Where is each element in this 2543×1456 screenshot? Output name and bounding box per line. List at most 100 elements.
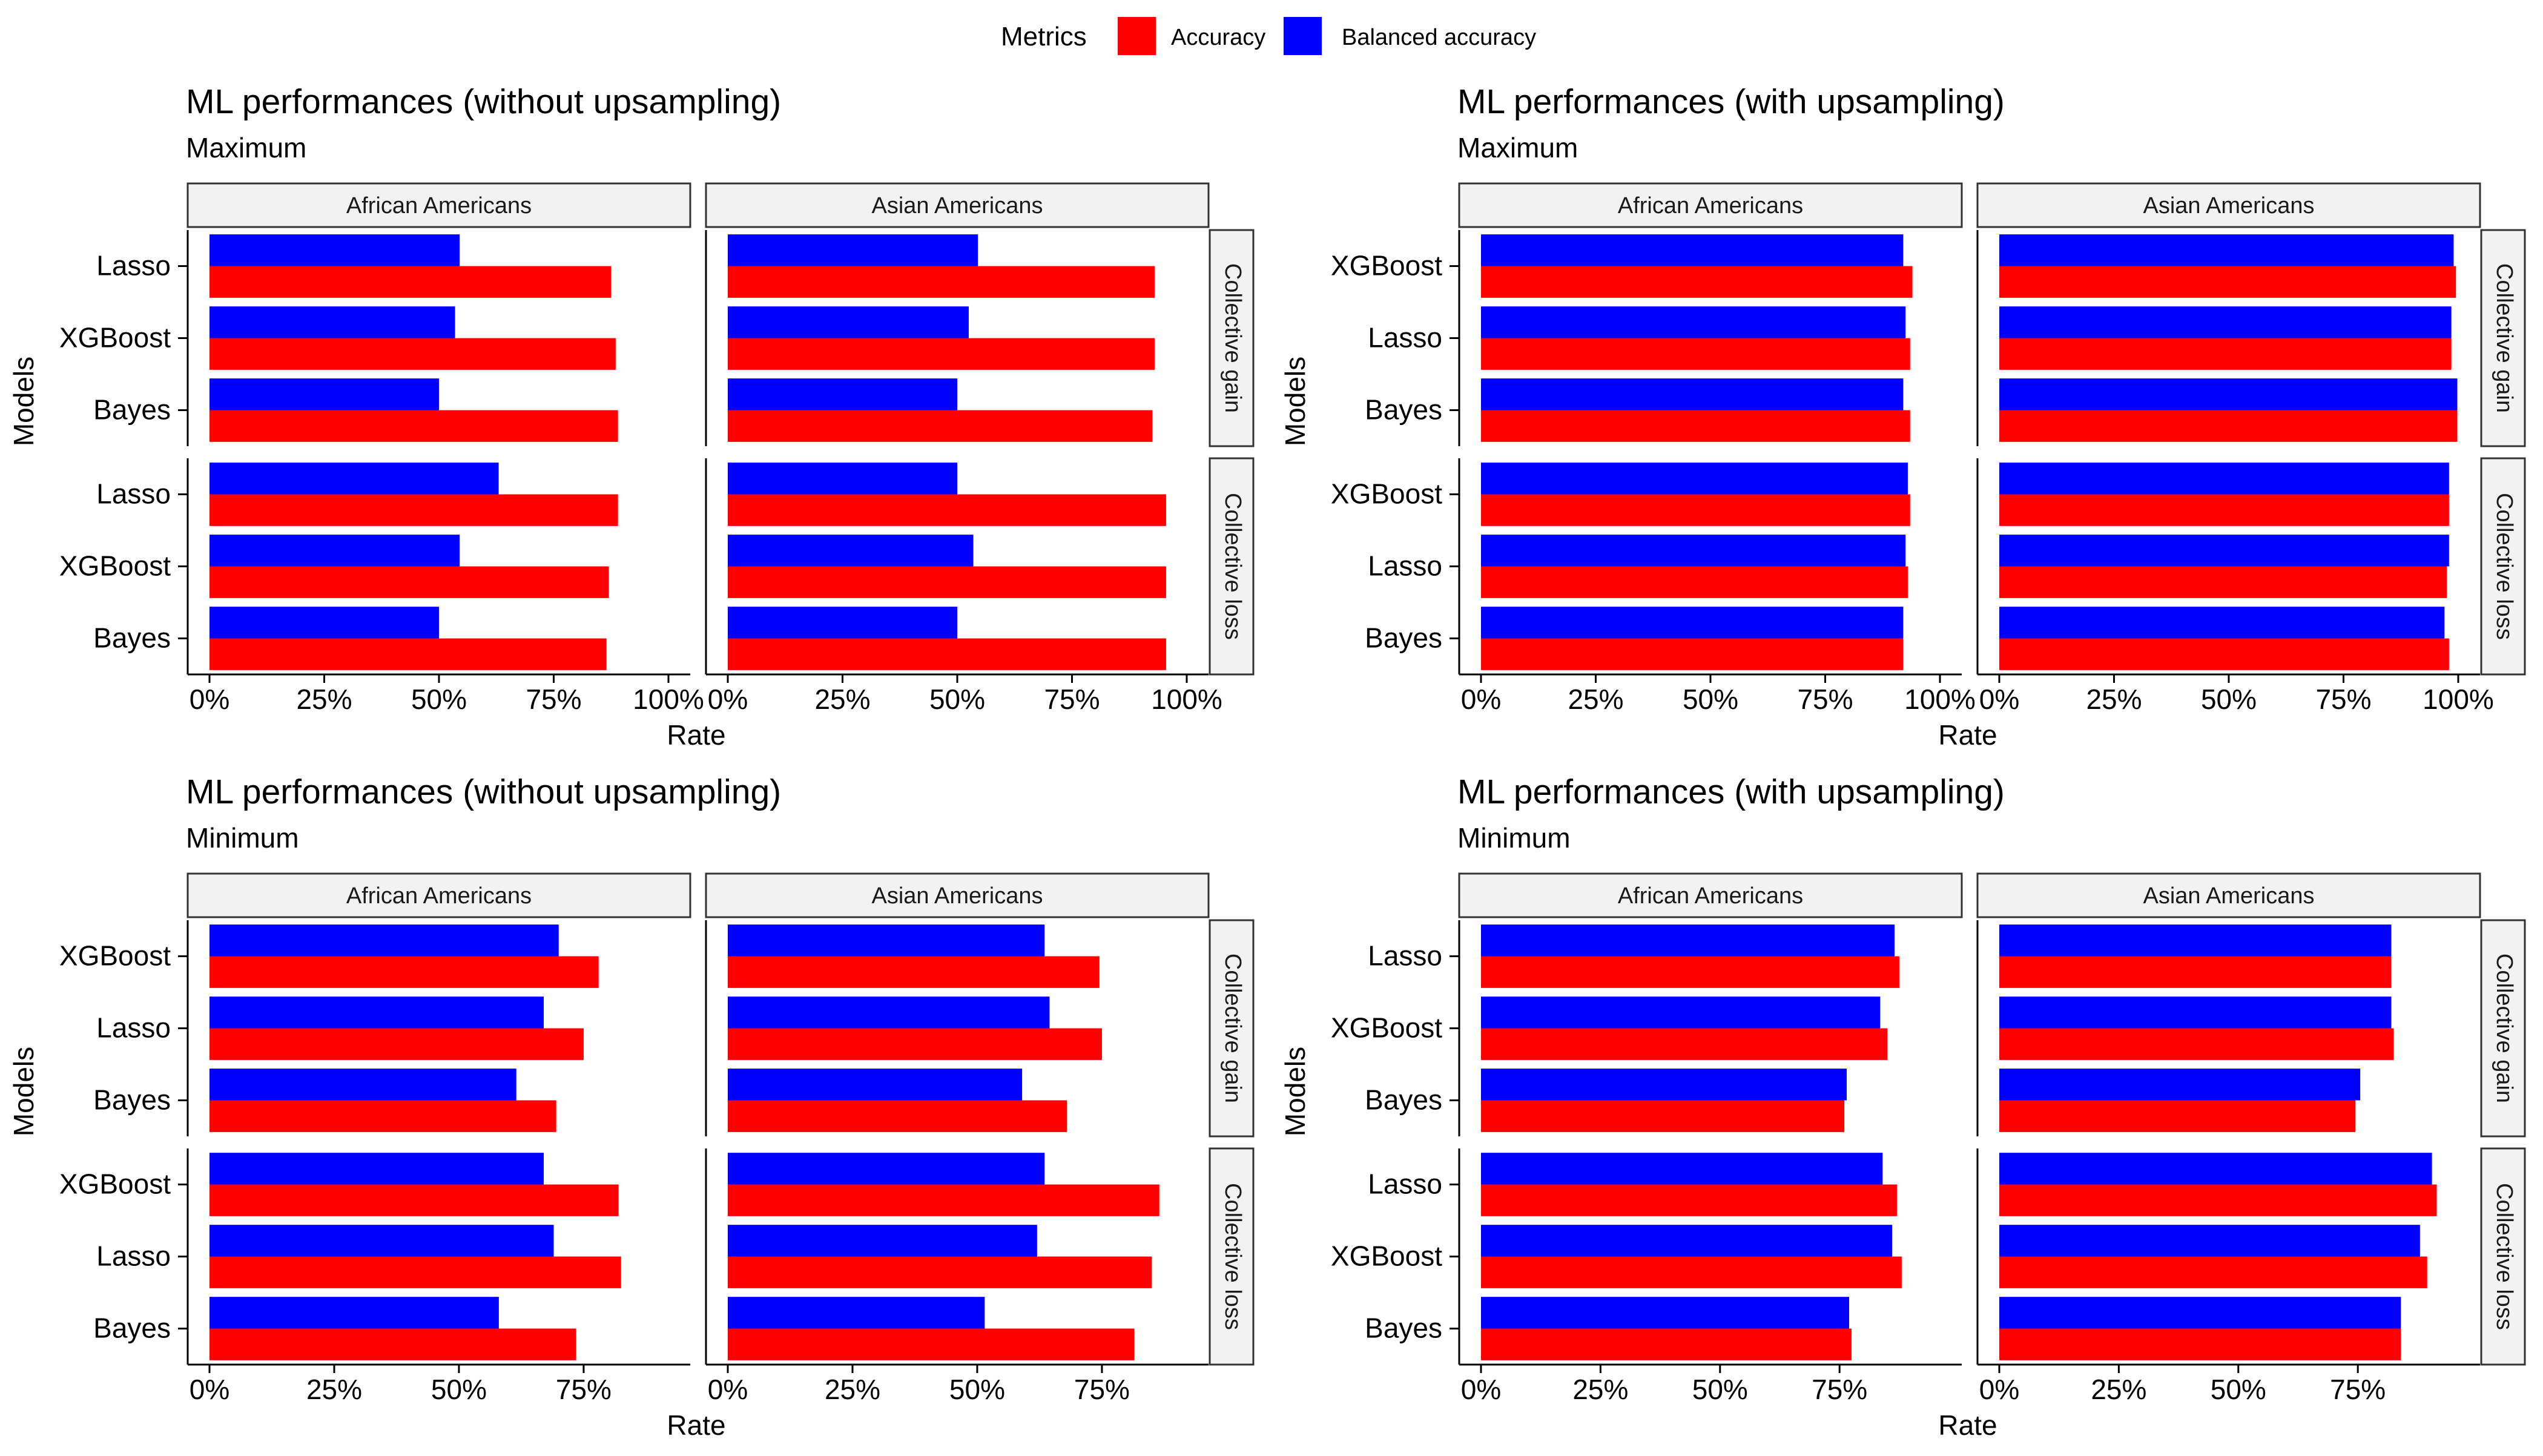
- y-tick-label: XGBoost: [1331, 478, 1442, 510]
- bar-accuracy: [1999, 1328, 2401, 1360]
- y-tick-label: Lasso: [96, 478, 171, 510]
- x-tick-label: 75%: [526, 684, 581, 715]
- facet-strip-row-label: Collective gain: [1220, 263, 1245, 413]
- x-tick-label: 0%: [190, 684, 229, 715]
- chart-1: ML performances (without upsampling) Maxi…: [8, 82, 1255, 751]
- facet-strip-column-label: African Americans: [1618, 883, 1803, 909]
- facet-strip-column: [1458, 182, 1963, 228]
- bar-balanced-accuracy: [1481, 234, 1904, 266]
- bar-accuracy: [1481, 338, 1910, 370]
- bar-accuracy: [209, 638, 607, 670]
- bar-accuracy: [728, 566, 1166, 598]
- chart-title: ML performances (without upsampling): [186, 82, 781, 121]
- bar-accuracy: [209, 1256, 621, 1288]
- facet-panel: [1458, 920, 1899, 1136]
- facet-panel: [186, 1148, 621, 1365]
- bar-balanced-accuracy: [1999, 924, 2392, 957]
- bar-balanced-accuracy: [1481, 1225, 1893, 1257]
- chart-title: ML performances (with upsampling): [1457, 772, 2005, 811]
- bar-accuracy: [1999, 1184, 2437, 1216]
- y-tick-label: Bayes: [93, 622, 171, 654]
- bar-accuracy: [1481, 1028, 1888, 1060]
- bar-balanced-accuracy: [728, 1297, 985, 1329]
- bar-accuracy: [209, 494, 618, 526]
- y-tick-label: Bayes: [93, 1313, 171, 1344]
- facet-panel: [1458, 1148, 1902, 1365]
- facet-strip-column: [1458, 872, 1963, 918]
- y-tick-label: Bayes: [1365, 1084, 1442, 1116]
- y-axis-title: Models: [1279, 1047, 1311, 1136]
- bar-balanced-accuracy: [728, 1069, 1023, 1101]
- chart-subtitle: Maximum: [1457, 132, 1578, 163]
- facet-strip-column: [1976, 182, 2481, 228]
- x-tick-label: 75%: [2330, 1374, 2386, 1405]
- chart-subtitle: Minimum: [1457, 822, 1571, 854]
- y-tick-label: XGBoost: [1331, 250, 1442, 282]
- bar-balanced-accuracy: [728, 463, 957, 495]
- x-axis-title: Rate: [667, 719, 725, 751]
- facet-strip-column: [186, 182, 691, 228]
- facet-strip-row-label: Collective loss: [1220, 493, 1245, 640]
- bar-accuracy: [728, 494, 1166, 526]
- bar-balanced-accuracy: [209, 607, 439, 639]
- facet-panel: [186, 920, 599, 1136]
- bar-balanced-accuracy: [1999, 996, 2392, 1029]
- bar-balanced-accuracy: [1999, 378, 2458, 410]
- chart-title: ML performances (with upsampling): [1457, 82, 2005, 121]
- bar-accuracy: [1481, 566, 1908, 598]
- bar-balanced-accuracy: [728, 306, 969, 338]
- y-tick-label: Lasso: [96, 1012, 171, 1044]
- bar-balanced-accuracy: [1999, 607, 2445, 639]
- facet-strip-column-label: Asian Americans: [871, 883, 1043, 909]
- facet-strip-row-label: Collective gain: [2492, 954, 2517, 1103]
- x-tick-label: 100%: [1904, 684, 1976, 715]
- facet-strip-column-label: African Americans: [346, 883, 532, 909]
- y-tick-label: Lasso: [1368, 1168, 1442, 1200]
- facet-panel: [1976, 230, 2458, 446]
- bar-balanced-accuracy: [209, 996, 544, 1029]
- bar-accuracy: [209, 1028, 584, 1060]
- x-tick-label: 75%: [1797, 684, 1853, 715]
- y-tick-label: XGBoost: [59, 940, 171, 972]
- y-axis-title: Models: [8, 1047, 39, 1136]
- bar-balanced-accuracy: [1999, 1069, 2361, 1101]
- bar-balanced-accuracy: [1999, 535, 2449, 567]
- bar-accuracy: [728, 338, 1155, 370]
- legend-label-accuracy: Accuracy: [1171, 25, 1265, 50]
- y-tick-label: Lasso: [1368, 550, 1442, 582]
- bar-accuracy: [1481, 1256, 1902, 1288]
- bar-accuracy: [1481, 410, 1910, 442]
- bar-accuracy: [728, 956, 1100, 988]
- facet-strip-column-label: African Americans: [1618, 193, 1803, 219]
- bar-accuracy: [1999, 956, 2392, 988]
- facet-strip-row: [2480, 229, 2526, 447]
- x-tick-label: 75%: [2315, 684, 2371, 715]
- x-tick-label: 50%: [1692, 1374, 1748, 1405]
- facet-strip-row: [1209, 229, 1255, 447]
- bar-balanced-accuracy: [209, 535, 460, 567]
- bar-balanced-accuracy: [1481, 306, 1906, 338]
- bar-balanced-accuracy: [209, 234, 460, 266]
- bar-accuracy: [1481, 1100, 1845, 1132]
- y-tick-label: XGBoost: [59, 550, 171, 582]
- facet-strip-row: [1209, 1147, 1255, 1366]
- bar-balanced-accuracy: [1999, 463, 2449, 495]
- bar-accuracy: [728, 266, 1155, 298]
- bar-accuracy: [728, 1184, 1159, 1216]
- x-tick-label: 25%: [1572, 1374, 1628, 1405]
- y-tick-label: Bayes: [1365, 1313, 1442, 1344]
- x-tick-label: 75%: [1812, 1374, 1867, 1405]
- bar-accuracy: [209, 1184, 619, 1216]
- facet-panel: [1976, 458, 2449, 674]
- bar-accuracy: [728, 1028, 1102, 1060]
- bar-balanced-accuracy: [209, 1153, 544, 1185]
- bar-accuracy: [728, 410, 1153, 442]
- bar-balanced-accuracy: [1481, 1153, 1883, 1185]
- x-tick-label: 50%: [2201, 684, 2257, 715]
- x-tick-label: 75%: [1044, 684, 1100, 715]
- x-tick-label: 50%: [1683, 684, 1738, 715]
- bar-balanced-accuracy: [209, 1297, 499, 1329]
- bar-accuracy: [209, 410, 618, 442]
- bar-accuracy: [1481, 266, 1913, 298]
